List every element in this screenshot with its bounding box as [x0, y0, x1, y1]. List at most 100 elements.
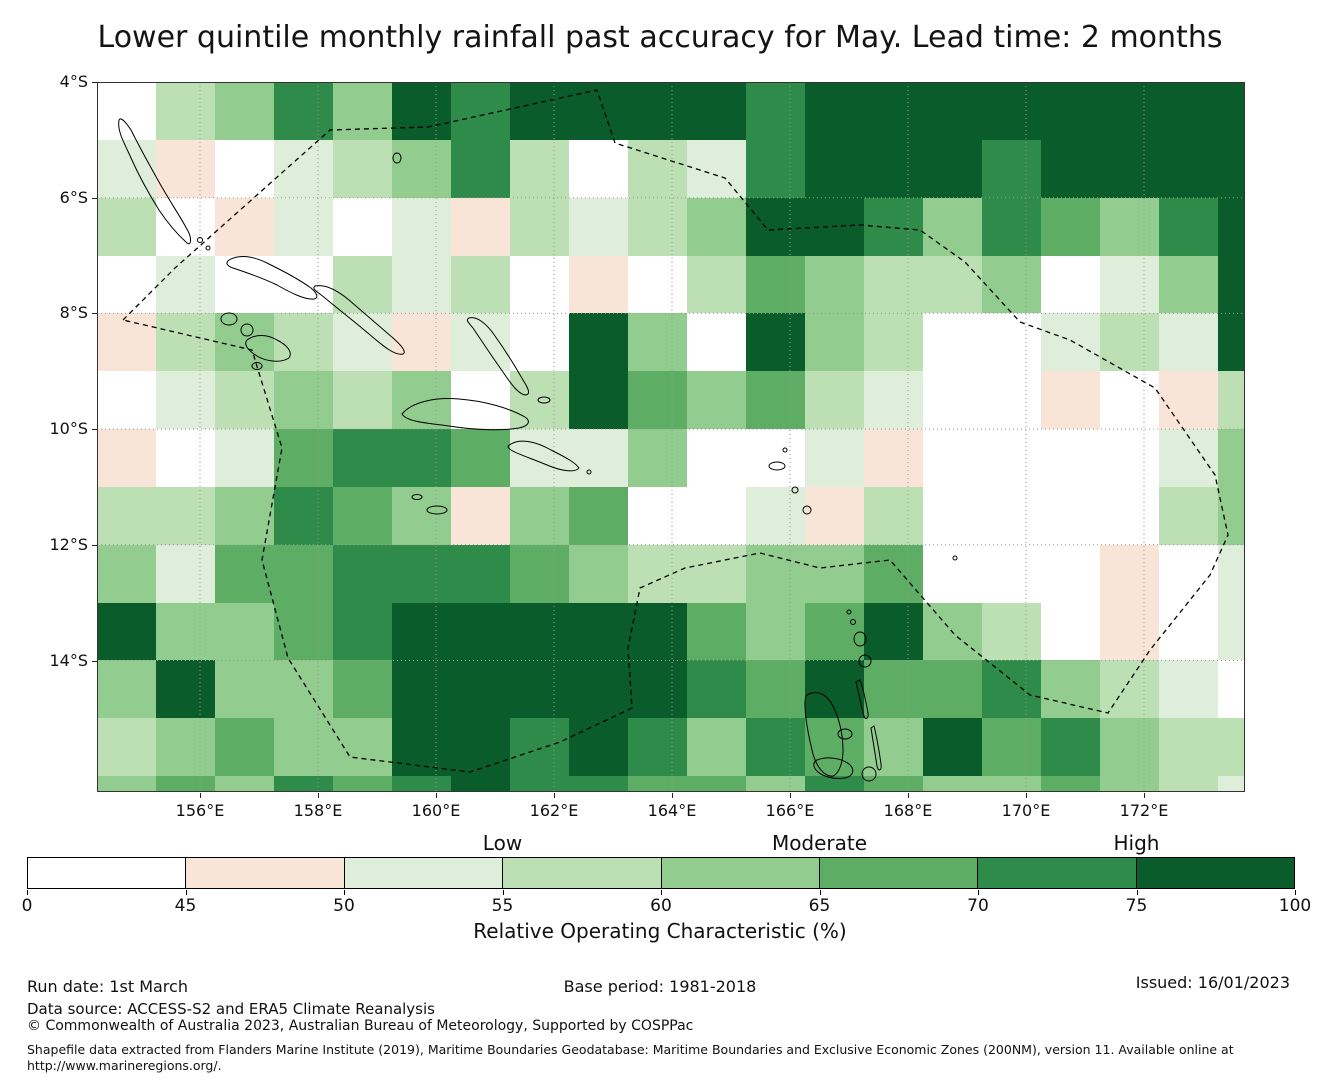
heatmap-cell — [569, 139, 628, 198]
data-source-text: Data source: ACCESS-S2 and ERA5 Climate … — [27, 1000, 435, 1018]
heatmap-cell — [1159, 82, 1218, 140]
heatmap-cell — [1218, 197, 1245, 256]
heatmap-cell — [392, 82, 451, 140]
heatmap-cell — [392, 544, 451, 603]
heatmap-cell — [451, 255, 510, 314]
heatmap-cell — [451, 371, 510, 430]
lat-axis-tick — [92, 197, 97, 199]
colorbar-tick — [27, 890, 28, 895]
heatmap-cell — [1100, 429, 1159, 487]
heatmap-cell — [923, 139, 982, 198]
heatmap-cell — [1218, 486, 1245, 545]
heatmap-cell — [1100, 660, 1159, 719]
heatmap-cell — [274, 544, 333, 603]
heatmap-cell — [1041, 139, 1100, 198]
heatmap-cell — [156, 313, 215, 372]
heatmap-cell — [628, 486, 687, 545]
heatmap-cell — [805, 255, 864, 314]
heatmap-cell — [392, 602, 451, 661]
heatmap-cell — [569, 429, 628, 487]
heatmap-cell — [628, 776, 687, 792]
heatmap-cell — [1100, 255, 1159, 314]
heatmap-cell — [982, 602, 1041, 661]
heatmap-cell — [746, 371, 805, 430]
heatmap-cell — [1100, 197, 1159, 256]
heatmap-cell — [805, 429, 864, 487]
heatmap-cell — [392, 313, 451, 372]
heatmap-cell — [451, 197, 510, 256]
heatmap-cell — [451, 429, 510, 487]
shapefile-note-line1: Shapefile data extracted from Flanders M… — [27, 1042, 1234, 1057]
heatmap-cell — [805, 486, 864, 545]
heatmap-cell — [392, 486, 451, 545]
heatmap-cell — [1041, 313, 1100, 372]
heatmap-cell — [1041, 776, 1100, 792]
copyright-text: © Commonwealth of Australia 2023, Austra… — [27, 1018, 694, 1034]
heatmap-cell — [687, 429, 746, 487]
colorbar-tick — [185, 890, 187, 895]
heatmap-cell — [687, 776, 746, 792]
heatmap-cell — [215, 371, 274, 430]
heatmap-cell — [451, 82, 510, 140]
heatmap-cell — [864, 544, 923, 603]
heatmap-cell — [746, 139, 805, 198]
heatmap-cell — [215, 82, 274, 140]
heatmap-cell — [746, 660, 805, 719]
heatmap-cell — [510, 776, 569, 792]
heatmap-cell — [274, 313, 333, 372]
heatmap-cell — [982, 313, 1041, 372]
heatmap-cell — [569, 660, 628, 719]
heatmap-cell — [1041, 429, 1100, 487]
page-title: Lower quintile monthly rainfall past acc… — [97, 20, 1223, 55]
heatmap-cell — [97, 313, 156, 372]
heatmap-cell — [451, 313, 510, 372]
heatmap-cell — [569, 371, 628, 430]
heatmap-cell — [864, 486, 923, 545]
heatmap-cell — [1218, 255, 1245, 314]
heatmap-cell — [982, 718, 1041, 777]
heatmap-cell — [215, 255, 274, 314]
colorbar-segment — [819, 858, 979, 888]
heatmap-cell — [156, 660, 215, 719]
heatmap-cell — [451, 486, 510, 545]
heatmap-cell — [628, 313, 687, 372]
run-date-text: Run date: 1st March — [27, 977, 188, 996]
heatmap-cell — [1100, 602, 1159, 661]
heatmap-cell — [1218, 429, 1245, 487]
colorbar-tick-label: 55 — [491, 896, 514, 916]
heatmap-cell — [451, 139, 510, 198]
heatmap-cell — [1159, 718, 1218, 777]
heatmap-cell — [1218, 82, 1245, 140]
heatmap-cell — [274, 660, 333, 719]
heatmap-cell — [923, 544, 982, 603]
colorbar-segment — [186, 858, 345, 888]
heatmap-cell — [274, 197, 333, 256]
heatmap-cell — [1041, 718, 1100, 777]
heatmap-cell — [156, 371, 215, 430]
heatmap-cell — [451, 776, 510, 792]
lon-axis-tick — [1026, 793, 1027, 798]
heatmap-cell — [451, 660, 510, 719]
heatmap-cell — [923, 602, 982, 661]
heatmap-cell — [923, 660, 982, 719]
heatmap-cell — [1100, 544, 1159, 603]
heatmap-cell — [569, 718, 628, 777]
heatmap-cell — [687, 197, 746, 256]
heatmap-cell — [1100, 139, 1159, 198]
colorbar-tick-label: 50 — [333, 896, 355, 916]
heatmap-cell — [628, 602, 687, 661]
heatmap-cell — [569, 776, 628, 792]
heatmap-cell — [510, 313, 569, 372]
heatmap-cell — [569, 313, 628, 372]
heatmap-cell — [805, 776, 864, 792]
heatmap-cell — [510, 429, 569, 487]
heatmap-cell — [864, 660, 923, 719]
heatmap-cell — [392, 139, 451, 198]
heatmap-cell — [864, 371, 923, 430]
heatmap-cell — [746, 197, 805, 256]
lat-axis-tick — [92, 660, 97, 662]
heatmap-cell — [1159, 255, 1218, 314]
heatmap-cell — [333, 313, 392, 372]
lon-axis-tick — [318, 793, 319, 798]
heatmap-cell — [215, 602, 274, 661]
